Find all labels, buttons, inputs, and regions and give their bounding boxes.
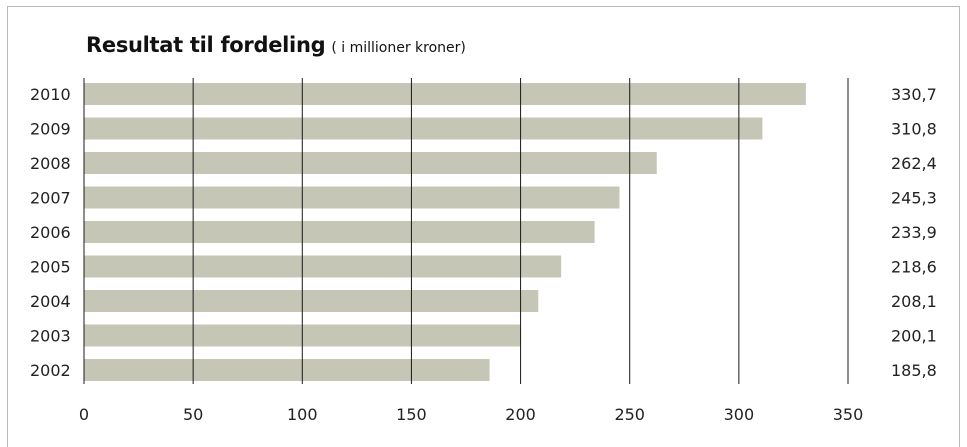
value-label-2003: 200,1: [891, 327, 937, 346]
value-label-2004: 208,1: [891, 292, 937, 311]
x-tick-label-0: 0: [79, 405, 89, 424]
category-label-2002: 2002: [30, 361, 71, 380]
value-label-2008: 262,4: [891, 154, 937, 173]
value-label-2009: 310,8: [891, 120, 937, 139]
x-tick-label-250: 250: [614, 405, 645, 424]
category-label-2003: 2003: [30, 327, 71, 346]
bar-2010: [84, 83, 806, 105]
value-label-2007: 245,3: [891, 189, 937, 208]
x-tick-label-150: 150: [396, 405, 427, 424]
bar-2007: [84, 186, 620, 209]
bar-chart: 2010 2009 2008 2007 2006 2005 2004 2003 2002 330,…: [30, 78, 937, 424]
chart-title-block: Resultat til fordeling ( i millioner kron…: [86, 33, 466, 57]
value-label-2010: 330,7: [891, 85, 937, 104]
value-label-2002: 185,8: [891, 361, 937, 380]
category-label-2004: 2004: [30, 292, 71, 311]
category-label-2006: 2006: [30, 223, 71, 242]
category-label-2010: 2010: [30, 85, 71, 104]
category-label-2009: 2009: [30, 120, 71, 139]
bar-2002: [84, 359, 490, 381]
x-tick-label-300: 300: [724, 405, 755, 424]
bar-2005: [84, 255, 562, 278]
category-label-2007: 2007: [30, 189, 71, 208]
x-tick-label-200: 200: [505, 405, 536, 424]
category-label-2005: 2005: [30, 258, 71, 277]
bar-2009: [84, 117, 763, 140]
x-tick-label-50: 50: [183, 405, 203, 424]
bar-2006: [84, 221, 595, 243]
x-tick-label-350: 350: [833, 405, 864, 424]
bar-2008: [84, 152, 657, 174]
value-label-2006: 233,9: [891, 223, 937, 242]
category-label-2008: 2008: [30, 154, 71, 173]
value-label-2005: 218,6: [891, 258, 937, 277]
chart-title: Resultat til fordeling: [86, 33, 326, 57]
bar-2004: [84, 290, 539, 312]
x-tick-label-100: 100: [287, 405, 318, 424]
chart-subtitle: ( i millioner kroner): [331, 40, 466, 56]
